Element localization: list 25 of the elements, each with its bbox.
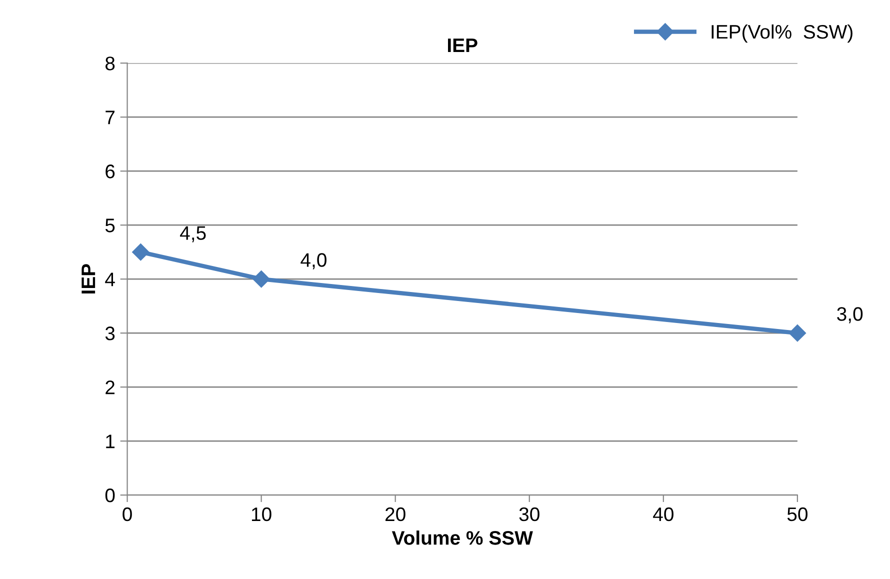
- point: [788, 324, 806, 342]
- y-tick-label: 8: [105, 56, 115, 70]
- y-tick-label: 2: [106, 380, 114, 394]
- x-tick-label: 10: [252, 507, 272, 522]
- data-label: 3,0: [837, 307, 863, 324]
- x-axis-title: Volume % SSW: [392, 530, 533, 545]
- legend-label: IEP(Vol% SSW): [712, 24, 852, 43]
- x-tick-label: 0: [122, 507, 132, 522]
- y-tick-label: 0: [105, 488, 115, 502]
- y-tick-label: 4: [105, 272, 115, 286]
- x-tick-label: 30: [519, 507, 540, 522]
- y-tick-label: 6: [106, 164, 115, 178]
- x-tick-label: 40: [653, 507, 674, 522]
- y-axis-title: IEP: [82, 264, 96, 294]
- data-label: 4,0: [300, 253, 326, 270]
- y-tick-label: 7: [106, 110, 114, 124]
- x-tick-label: 50: [787, 507, 808, 522]
- y-tick-label: 1: [106, 434, 115, 448]
- y-tick-label: 3: [105, 326, 115, 340]
- data-label: 4,5: [180, 226, 206, 242]
- point: [132, 244, 150, 261]
- chart-title: IEP: [448, 38, 478, 52]
- point: [252, 270, 270, 288]
- y-tick-label: 5: [105, 218, 115, 232]
- x-tick-label: 20: [386, 507, 406, 522]
